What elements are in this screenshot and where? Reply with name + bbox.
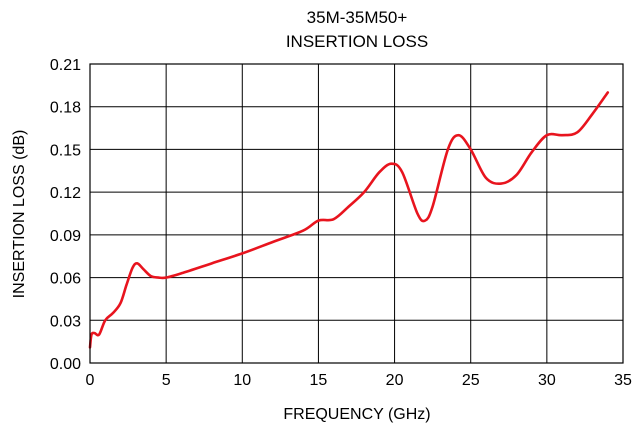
y-tick-label: 0.12 xyxy=(50,185,81,202)
y-tick-label: 0.00 xyxy=(50,356,81,373)
x-tick-labels: 0 5 10 15 20 25 30 35 xyxy=(86,372,632,389)
plot-series xyxy=(88,91,610,349)
y-tick-label: 0.09 xyxy=(50,228,81,245)
x-tick-label: 25 xyxy=(462,372,480,389)
x-tick-label: 35 xyxy=(614,372,632,389)
x-axis-label: FREQUENCY (GHz) xyxy=(283,406,430,423)
x-tick-label: 10 xyxy=(233,372,251,389)
y-tick-label: 0.21 xyxy=(50,57,81,74)
plot-frame xyxy=(89,63,624,364)
y-axis-label: INSERTION LOSS (dB) xyxy=(11,130,28,299)
x-tick-label: 0 xyxy=(86,372,95,389)
y-tick-label: 0.03 xyxy=(50,313,81,330)
x-tick-label: 15 xyxy=(310,372,328,389)
x-tick-label: 5 xyxy=(162,372,171,389)
y-tick-label: 0.06 xyxy=(50,271,81,288)
x-tick-label: 30 xyxy=(538,372,556,389)
y-tick-labels: 0.00 0.03 0.06 0.09 0.12 0.15 0.18 0.21 xyxy=(50,57,81,373)
chart-subtitle: INSERTION LOSS xyxy=(286,32,428,51)
y-tick-label: 0.15 xyxy=(50,142,81,159)
x-tick-label: 20 xyxy=(386,372,404,389)
chart-title: 35M-35M50+ xyxy=(307,8,408,27)
insertion-loss-line xyxy=(88,91,610,349)
y-tick-label: 0.18 xyxy=(50,100,81,117)
